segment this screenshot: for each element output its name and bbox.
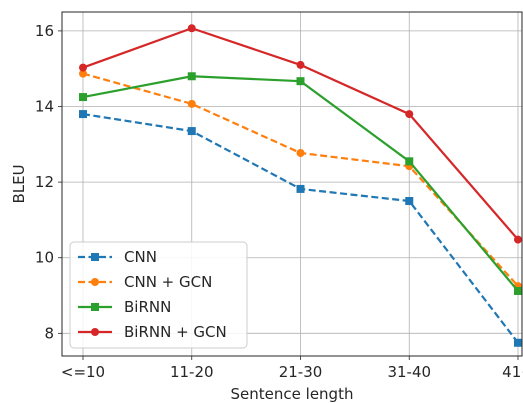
series-cnn — [79, 110, 522, 347]
series-layer — [79, 24, 522, 347]
data-point — [405, 197, 414, 206]
data-point — [296, 184, 305, 193]
data-point — [405, 110, 414, 119]
data-point — [296, 149, 305, 158]
data-point — [79, 93, 87, 102]
x-tick-label: 21-30 — [279, 363, 323, 381]
data-point — [514, 338, 522, 347]
legend-item: CNN — [78, 248, 157, 266]
data-point — [187, 72, 196, 81]
x-tick-label: 41+ — [502, 363, 523, 381]
y-tick-label: 16 — [35, 22, 54, 40]
legend-box — [69, 241, 248, 349]
plot-frame — [61, 11, 523, 357]
data-point — [187, 99, 196, 108]
legend-label: BiRNN — [124, 298, 171, 316]
legend-item: BiRNN + GCN — [78, 323, 227, 341]
y-tick-label: 10 — [35, 249, 54, 267]
data-point — [79, 69, 87, 78]
data-point — [296, 60, 305, 69]
y-axis-ticks: 8 10 12 14 16 — [35, 22, 62, 342]
legend-marker — [91, 253, 99, 261]
legend-marker — [91, 303, 99, 311]
x-axis-label: Sentence length — [231, 385, 354, 403]
data-point — [79, 110, 87, 119]
x-tick-label: 11-20 — [170, 363, 214, 381]
series-birnn — [79, 72, 522, 295]
y-tick-label: 12 — [35, 173, 54, 191]
series-cnn-gcn — [79, 69, 522, 291]
data-point — [187, 127, 196, 136]
x-tick-label: 31-40 — [387, 363, 431, 381]
data-point — [296, 77, 305, 86]
legend-item: BiRNN — [78, 298, 171, 316]
legend-label: CNN — [124, 248, 157, 266]
data-point — [514, 286, 522, 295]
x-axis-ticks: <=10 11-20 21-30 31-40 41+ — [61, 356, 523, 381]
data-point — [514, 235, 522, 244]
y-tick-label: 8 — [44, 324, 54, 342]
legend-marker — [91, 278, 99, 286]
legend-marker — [91, 328, 99, 336]
data-point — [405, 157, 414, 166]
legend-label: BiRNN + GCN — [124, 323, 227, 341]
data-point — [79, 63, 87, 72]
x-tick-label: <=10 — [61, 363, 105, 381]
legend-item: CNN + GCN — [78, 273, 212, 291]
series-birnn-gcn — [79, 24, 522, 244]
data-point — [187, 24, 196, 33]
y-axis-label: BLEU — [10, 164, 28, 203]
legend: CNN CNN + GCN BiRNN BiRNN + GCN — [69, 241, 248, 349]
legend-label: CNN + GCN — [124, 273, 212, 291]
y-tick-label: 14 — [35, 98, 54, 116]
